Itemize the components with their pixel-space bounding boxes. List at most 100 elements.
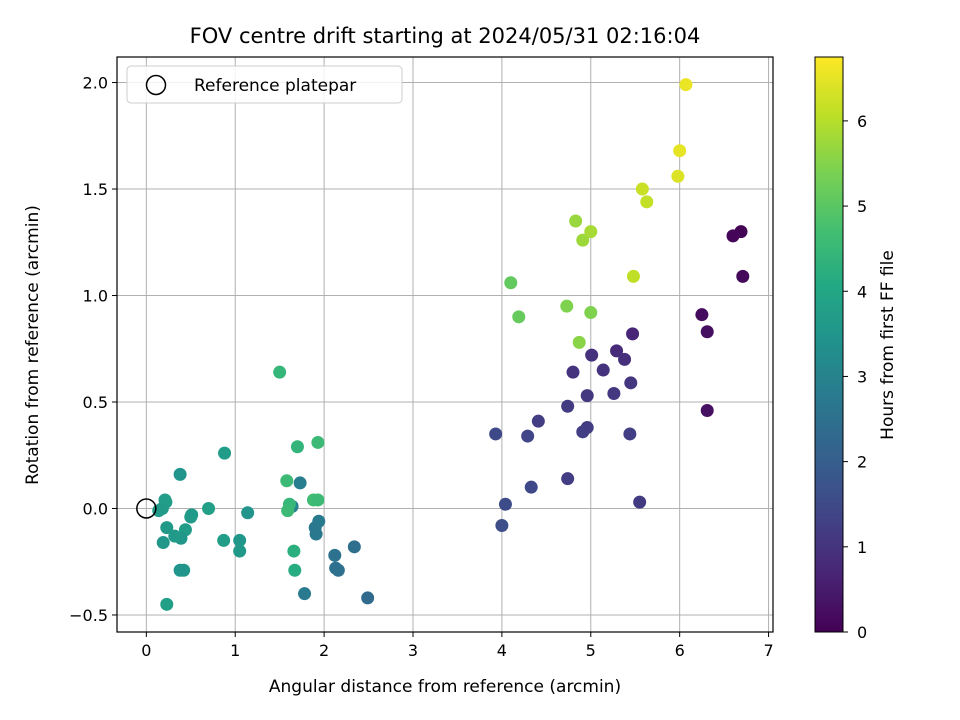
x-tick-label: 3 xyxy=(408,641,418,660)
data-point xyxy=(524,480,538,494)
data-point xyxy=(293,476,307,490)
data-point xyxy=(281,504,295,518)
data-point xyxy=(623,427,637,441)
x-tick-label: 0 xyxy=(141,641,151,660)
colorbar-ticks: 0 1 2 3 4 5 6 xyxy=(843,112,867,642)
data-point xyxy=(504,276,518,290)
y-tick-label: −0.5 xyxy=(69,606,108,625)
colorbar-label: Hours from first FF file xyxy=(878,250,898,440)
data-point xyxy=(156,536,170,550)
data-point xyxy=(633,495,647,509)
data-point xyxy=(311,435,325,449)
data-point xyxy=(361,591,375,605)
x-tick-label: 2 xyxy=(319,641,329,660)
colorbar: 0 1 2 3 4 5 6 Hours from first FF file xyxy=(814,56,898,642)
x-tick-label: 1 xyxy=(230,641,240,660)
y-axis-ticks: −0.5 0.0 0.5 1.0 1.5 2.0 xyxy=(69,74,117,625)
data-point xyxy=(288,563,302,577)
data-point xyxy=(640,195,654,209)
y-tick-label: 1.0 xyxy=(83,287,108,306)
reference-point xyxy=(136,498,157,519)
y-tick-label: 0.5 xyxy=(83,393,108,412)
data-point xyxy=(561,472,575,486)
data-point xyxy=(498,497,512,511)
data-point xyxy=(521,429,535,443)
colorbar-tick-label: 2 xyxy=(857,453,867,472)
data-point xyxy=(596,363,610,377)
data-point xyxy=(280,474,294,488)
x-tick-label: 7 xyxy=(763,641,773,660)
data-point xyxy=(561,399,575,413)
x-axis-ticks: 0 1 2 3 4 5 6 7 xyxy=(141,632,774,660)
colorbar-gradient xyxy=(814,56,844,633)
x-tick-label: 6 xyxy=(675,641,685,660)
colorbar-tick-label: 4 xyxy=(857,282,867,301)
data-point xyxy=(580,389,594,403)
colorbar-tick-label: 3 xyxy=(857,367,867,386)
legend-label: Reference platepar xyxy=(194,76,356,96)
data-point xyxy=(287,544,301,558)
data-point xyxy=(695,308,709,322)
plot-frame xyxy=(116,56,774,633)
data-point xyxy=(610,344,624,358)
data-point xyxy=(566,365,580,379)
data-point xyxy=(626,327,640,341)
data-point xyxy=(309,527,323,541)
data-point xyxy=(569,214,583,228)
data-point xyxy=(572,335,586,349)
data-point xyxy=(217,533,231,547)
data-point xyxy=(624,376,638,390)
data-point xyxy=(273,365,287,379)
y-axis-label: Rotation from reference (arcmin) xyxy=(23,205,43,485)
chart-title: FOV centre drift starting at 2024/05/31 … xyxy=(190,24,701,48)
data-point xyxy=(160,597,174,611)
data-point xyxy=(233,544,247,558)
data-point xyxy=(312,514,326,528)
data-point xyxy=(679,78,693,92)
data-point xyxy=(328,548,342,562)
data-point xyxy=(671,169,685,183)
data-point xyxy=(584,225,598,239)
data-point xyxy=(290,440,304,454)
data-point xyxy=(584,306,598,320)
data-point xyxy=(331,563,345,577)
data-point xyxy=(512,310,526,324)
data-point xyxy=(635,182,649,196)
data-point xyxy=(168,529,182,543)
x-tick-label: 4 xyxy=(497,641,507,660)
data-point xyxy=(700,404,714,418)
data-point xyxy=(607,386,621,400)
legend: Reference platepar xyxy=(126,65,403,104)
data-point xyxy=(576,425,590,439)
data-point xyxy=(726,229,740,243)
data-point xyxy=(560,299,574,313)
data-point xyxy=(495,519,509,533)
colorbar-tick-label: 0 xyxy=(857,623,867,642)
data-point xyxy=(736,269,750,283)
data-point xyxy=(576,233,590,247)
data-point xyxy=(233,533,247,547)
grid-lines xyxy=(117,57,773,632)
y-tick-label: 0.0 xyxy=(83,499,108,518)
data-point xyxy=(347,540,361,554)
colorbar-tick-label: 6 xyxy=(857,112,867,131)
data-point xyxy=(160,521,174,535)
data-point xyxy=(298,587,312,601)
legend-marker-open-circle xyxy=(145,74,167,96)
data-point xyxy=(241,506,255,520)
legend-box xyxy=(126,65,403,104)
y-tick-label: 2.0 xyxy=(83,74,108,93)
data-point xyxy=(618,352,632,366)
data-points xyxy=(136,78,750,611)
x-tick-label: 5 xyxy=(586,641,596,660)
data-point xyxy=(202,501,216,515)
data-point xyxy=(531,414,545,428)
data-point xyxy=(489,427,503,441)
data-point xyxy=(173,563,187,577)
colorbar-tick-label: 1 xyxy=(857,538,867,557)
data-point xyxy=(184,510,198,524)
data-point xyxy=(218,446,232,460)
data-point xyxy=(673,144,687,158)
x-axis-label: Angular distance from reference (arcmin) xyxy=(269,677,621,697)
